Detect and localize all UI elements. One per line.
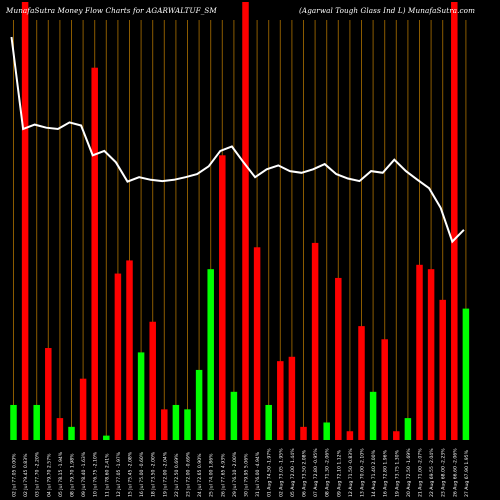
money-flow-bar [172, 404, 180, 440]
money-flow-bar [149, 321, 156, 440]
money-flow-bar [277, 361, 284, 440]
x-tick-label: 15 Jul 75.45 -2.08% [128, 451, 134, 497]
x-tick-label: 03 Jul 77.70 -2.20% [35, 451, 41, 497]
money-flow-bar [114, 273, 122, 440]
money-flow-bar [242, 2, 249, 440]
x-tick-label: 29 Jul 76.10 -2.00% [232, 451, 238, 497]
money-flow-bar [427, 269, 435, 440]
money-flow-bar [265, 404, 272, 440]
x-tick-label: 30 Jul 79.95 5.06% [244, 453, 250, 497]
x-tick-label: 23 Aug 68.00 -2.23% [441, 448, 447, 497]
money-flow-bar [346, 431, 354, 440]
money-flow-bar [358, 326, 365, 440]
money-flow-bar [21, 2, 29, 440]
money-flow-bar [137, 352, 145, 440]
money-flow-bar [33, 404, 40, 440]
x-tick-label: 12 Jul 77.05 -1.97% [116, 451, 122, 497]
money-flow-bar [161, 409, 168, 440]
x-tick-label: 14 Aug 71.40 2.00% [371, 449, 377, 497]
money-flow-bar [184, 409, 191, 440]
x-tick-label: 31 Jul 76.00 -4.94% [255, 451, 261, 497]
x-tick-label: 09 Jul 78.40 -1.63% [81, 451, 87, 497]
x-tick-label: 08 Jul 79.70 1.98% [70, 453, 76, 497]
x-tick-label: 19 Aug 73.75 1.30% [394, 449, 400, 497]
chart-title: MunafaSutra Money Flow Charts for AGARWA… [6, 6, 217, 15]
x-tick-label: 22 Jul 72.50 0.69% [174, 453, 180, 497]
x-tick-label: 25 Jul 74.00 1.86% [209, 453, 215, 497]
money-flow-bar [323, 422, 330, 440]
money-flow-bar [393, 431, 400, 440]
money-flow-bar [416, 264, 423, 440]
x-tick-label: 05 Jul 78.15 -1.94% [58, 451, 64, 497]
x-tick-label: 02 Jul 79.45 0.83% [23, 453, 29, 497]
x-tick-label: 07 Aug 72.80 -0.95% [313, 448, 319, 497]
money-flow-bar [91, 67, 98, 440]
money-flow-bar [195, 369, 203, 440]
x-tick-label: 26 Aug 66.60 -2.06% [452, 448, 458, 497]
company-name: (Agarwal Tough Glass Ind L) MunafaSutra.… [299, 6, 476, 15]
money-flow-bar [56, 418, 64, 440]
x-tick-label: 09 Aug 72.10 1.12% [336, 449, 342, 497]
money-flow-bar [462, 308, 470, 440]
money-flow-bar [79, 378, 87, 440]
money-flow-bar [219, 155, 226, 441]
money-flow-bar [381, 339, 388, 440]
money-flow-bar [10, 404, 17, 440]
x-tick-label: 05 Aug 72.00 -1.44% [290, 448, 296, 497]
x-tick-label: 20 Aug 72.50 -1.69% [406, 448, 412, 497]
money-flow-bar [126, 260, 133, 440]
money-flow-bar [369, 391, 377, 440]
x-tick-label: 13 Aug 70.00 -2.10% [360, 448, 366, 497]
x-tick-label: 12 Aug 71.50 -0.83% [348, 448, 354, 497]
x-tick-label: 18 Jul 73.50 -2.00% [151, 451, 157, 497]
money-flow-bar [103, 435, 110, 440]
x-tick-label: 23 Jul 72.00 -0.69% [186, 451, 192, 497]
x-tick-label: 01 Aug 74.50 -1.97% [267, 448, 273, 497]
money-flow-bar [288, 356, 296, 440]
x-tick-label: 16 Jul 75.00 -0.60% [139, 451, 145, 497]
x-tick-label: 02 Jul 77.05 0.00% [12, 453, 18, 497]
money-flow-bar [45, 348, 52, 440]
x-tick-label: 26 Jul 77.65 4.93% [220, 453, 226, 497]
x-tick-label: 06 Aug 73.50 2.08% [302, 449, 308, 497]
money-flow-bar [68, 426, 75, 440]
x-axis-labels: 02 Jul 77.05 0.00% 02 Jul 79.45 0.83% 03 J… [12, 448, 470, 497]
x-tick-label: 21 Aug 71.00 -2.07% [418, 448, 424, 497]
money-flow-bar [230, 391, 238, 440]
money-flow-bars [10, 2, 470, 441]
money-flow-bar [439, 299, 446, 440]
x-tick-label: 16 Aug 72.80 1.96% [383, 449, 389, 497]
x-tick-label: 11 Jul 78.60 2.41% [104, 453, 110, 497]
money-flow-line [10, 36, 465, 244]
money-flow-bar [404, 418, 412, 440]
x-tick-label: 08 Aug 71.30 -2.06% [325, 448, 331, 497]
x-tick-label: 19 Jul 72.00 -2.04% [162, 451, 168, 497]
x-tick-label: 24 Jul 72.65 0.90% [197, 453, 203, 497]
money-flow-bar [311, 242, 319, 440]
x-tick-label: 22 Aug 69.55 -2.04% [429, 448, 435, 497]
money-flow-bar [300, 426, 307, 440]
money-flow-bar [335, 277, 342, 440]
x-tick-label: 10 Jul 76.75 -2.10% [93, 451, 99, 497]
money-flow-bar [451, 2, 458, 440]
money-flow-bar [253, 247, 261, 440]
x-tick-label: 02 Aug 73.05 -1.95% [278, 448, 284, 497]
money-flow-bar [207, 269, 214, 440]
x-tick-label: 27 Aug 67.90 1.95% [464, 449, 470, 497]
x-tick-label: 04 Jul 79.70 2.57% [46, 453, 52, 497]
